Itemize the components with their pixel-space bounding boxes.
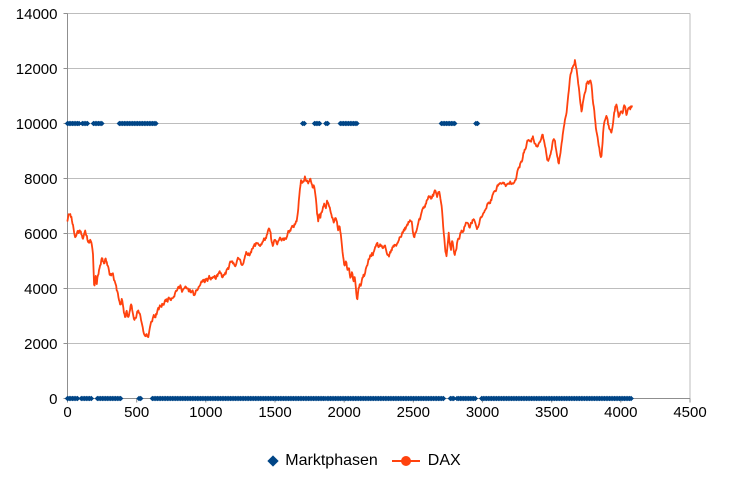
x-tick-label: 0 — [63, 404, 71, 421]
x-tick-label: 4500 — [673, 404, 706, 421]
marktphasen-low-markers — [64, 395, 634, 402]
x-tick-label: 2500 — [397, 404, 430, 421]
y-tick-label: 2000 — [24, 336, 57, 353]
chart-legend: Marktphasen DAX — [0, 452, 730, 470]
legend-item-dax: DAX — [391, 452, 461, 470]
line-circle-marker-icon — [391, 456, 420, 466]
diamond-marker-icon — [267, 455, 279, 467]
y-tick-label: 6000 — [24, 226, 57, 243]
x-tick-label: 2000 — [328, 404, 361, 421]
y-tick-label: 0 — [49, 391, 57, 408]
x-tick-label: 3000 — [466, 404, 499, 421]
legend-label-dax: DAX — [427, 452, 461, 469]
y-tick-label: 10000 — [16, 116, 58, 133]
x-tick-label: 3500 — [535, 404, 568, 421]
dax-line — [66, 59, 633, 339]
y-tick-label: 14000 — [16, 6, 58, 23]
y-tick-label: 12000 — [16, 61, 58, 78]
y-tick-label: 8000 — [24, 171, 57, 188]
x-tick-label: 500 — [124, 404, 149, 421]
legend-label-marktphasen: Marktphasen — [285, 452, 378, 469]
x-tick-label: 1000 — [189, 404, 222, 421]
marktphasen-high-markers — [64, 120, 481, 127]
legend-item-marktphasen: Marktphasen — [267, 452, 378, 470]
x-tick-label: 1500 — [258, 404, 291, 421]
y-tick-label: 4000 — [24, 281, 57, 298]
x-tick-label: 4000 — [604, 404, 637, 421]
